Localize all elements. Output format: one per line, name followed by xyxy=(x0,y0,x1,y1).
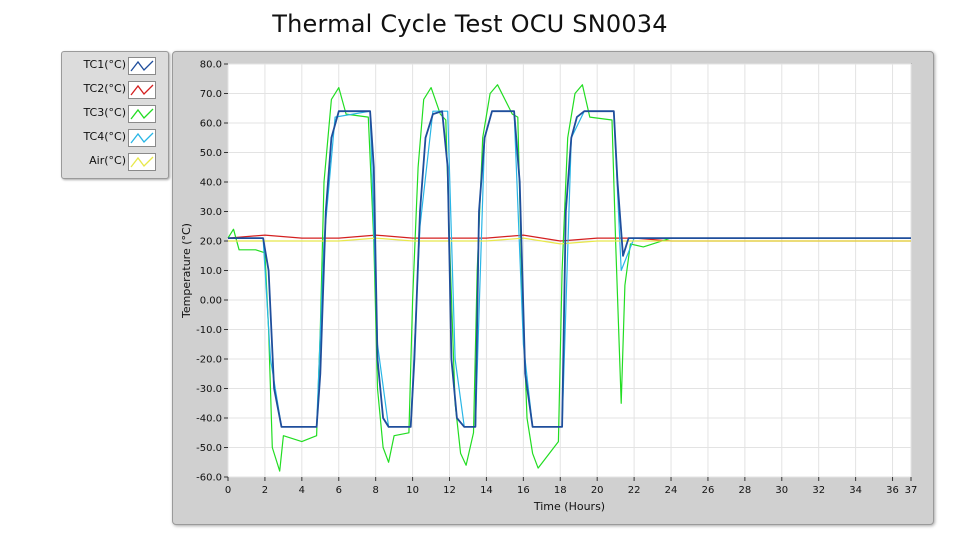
x-tick-label: 24 xyxy=(665,485,678,496)
series-line-tc4c xyxy=(228,110,911,428)
legend-swatch-tc1[interactable] xyxy=(128,57,156,75)
chart-svg[interactable]: 80.0 70.0 60.0 50.0 40.0 30.0 20.0 10.0 0.00 -10.… xyxy=(173,52,933,524)
legend-swatch-tc2[interactable] xyxy=(128,81,156,99)
x-tick-label: 16 xyxy=(517,485,530,496)
legend-item-tc2[interactable]: TC2(°C) xyxy=(62,80,168,100)
series-line-airc xyxy=(228,237,911,245)
legend-item-tc3[interactable]: TC3(°C) xyxy=(62,104,168,124)
x-tick-label: 28 xyxy=(738,485,751,496)
series-line-swatch-icon xyxy=(130,156,154,168)
x-tick-label: 20 xyxy=(591,485,604,496)
legend-label-tc4: TC4(°C) xyxy=(83,130,126,143)
y-tick-label: 50.0 xyxy=(200,148,222,159)
x-tick-label: 26 xyxy=(702,485,715,496)
series-line-swatch-icon xyxy=(130,108,154,120)
legend-label-tc2: TC2(°C) xyxy=(83,82,126,95)
series-line-tc1c xyxy=(228,110,911,428)
legend-label-tc1: TC1(°C) xyxy=(83,58,126,71)
y-tick-label: -60.0 xyxy=(196,473,222,484)
x-axis-title: Time (Hours) xyxy=(533,500,605,513)
y-axis-title: Temperature (°C) xyxy=(180,223,193,319)
legend-item-tc4[interactable]: TC4(°C) xyxy=(62,128,168,148)
y-tick-label: 80.0 xyxy=(200,60,222,71)
y-tick-label: 30.0 xyxy=(200,207,222,218)
x-tick-label: 30 xyxy=(775,485,788,496)
legend-item-tc1[interactable]: TC1(°C) xyxy=(62,56,168,76)
chart-title: Thermal Cycle Test OCU SN0034 xyxy=(272,10,668,38)
y-tick-label: 60.0 xyxy=(200,119,222,130)
x-tick-label: 6 xyxy=(336,485,342,496)
x-tick-label: 2 xyxy=(262,485,268,496)
x-tick-label: 32 xyxy=(812,485,825,496)
x-tick-label: 18 xyxy=(554,485,567,496)
x-tick-label: 10 xyxy=(406,485,419,496)
y-tick-label: -10.0 xyxy=(196,325,222,336)
legend-item-air[interactable]: Air(°C) xyxy=(62,152,168,172)
y-tick-label: 20.0 xyxy=(200,237,222,248)
series-line-swatch-icon xyxy=(130,84,154,96)
x-tick-label: 22 xyxy=(628,485,641,496)
series-line-swatch-icon xyxy=(130,60,154,72)
x-tick-label: 4 xyxy=(299,485,305,496)
x-tick-label: 14 xyxy=(480,485,493,496)
axis-ticks: 80.0 70.0 60.0 50.0 40.0 30.0 20.0 10.0 0.00 -10.… xyxy=(196,60,917,497)
x-tick-label: 12 xyxy=(443,485,456,496)
x-tick-label: 34 xyxy=(849,485,862,496)
y-tick-label: 0.00 xyxy=(200,296,222,307)
y-tick-label: 70.0 xyxy=(200,89,222,100)
x-tick-label: 8 xyxy=(372,485,378,496)
x-tick-label: 0 xyxy=(225,485,231,496)
y-tick-label: -40.0 xyxy=(196,414,222,425)
x-tick-label: 37 xyxy=(905,485,918,496)
y-tick-label: -20.0 xyxy=(196,355,222,366)
y-tick-label: -30.0 xyxy=(196,384,222,395)
plot-frame: 80.0 70.0 60.0 50.0 40.0 30.0 20.0 10.0 0.00 -10.… xyxy=(172,51,934,525)
legend-label-air: Air(°C) xyxy=(89,154,126,167)
y-tick-label: -50.0 xyxy=(196,443,222,454)
legend-swatch-air[interactable] xyxy=(128,153,156,171)
legend-swatch-tc3[interactable] xyxy=(128,105,156,123)
x-tick-label: 36 xyxy=(886,485,899,496)
legend-swatch-tc4[interactable] xyxy=(128,129,156,147)
series-lines xyxy=(227,84,911,472)
series-line-swatch-icon xyxy=(130,132,154,144)
y-tick-label: 10.0 xyxy=(200,266,222,277)
legend: TC1(°C) TC2(°C) TC3(°C) xyxy=(61,51,169,179)
y-tick-label: 40.0 xyxy=(200,178,222,189)
legend-label-tc3: TC3(°C) xyxy=(83,106,126,119)
